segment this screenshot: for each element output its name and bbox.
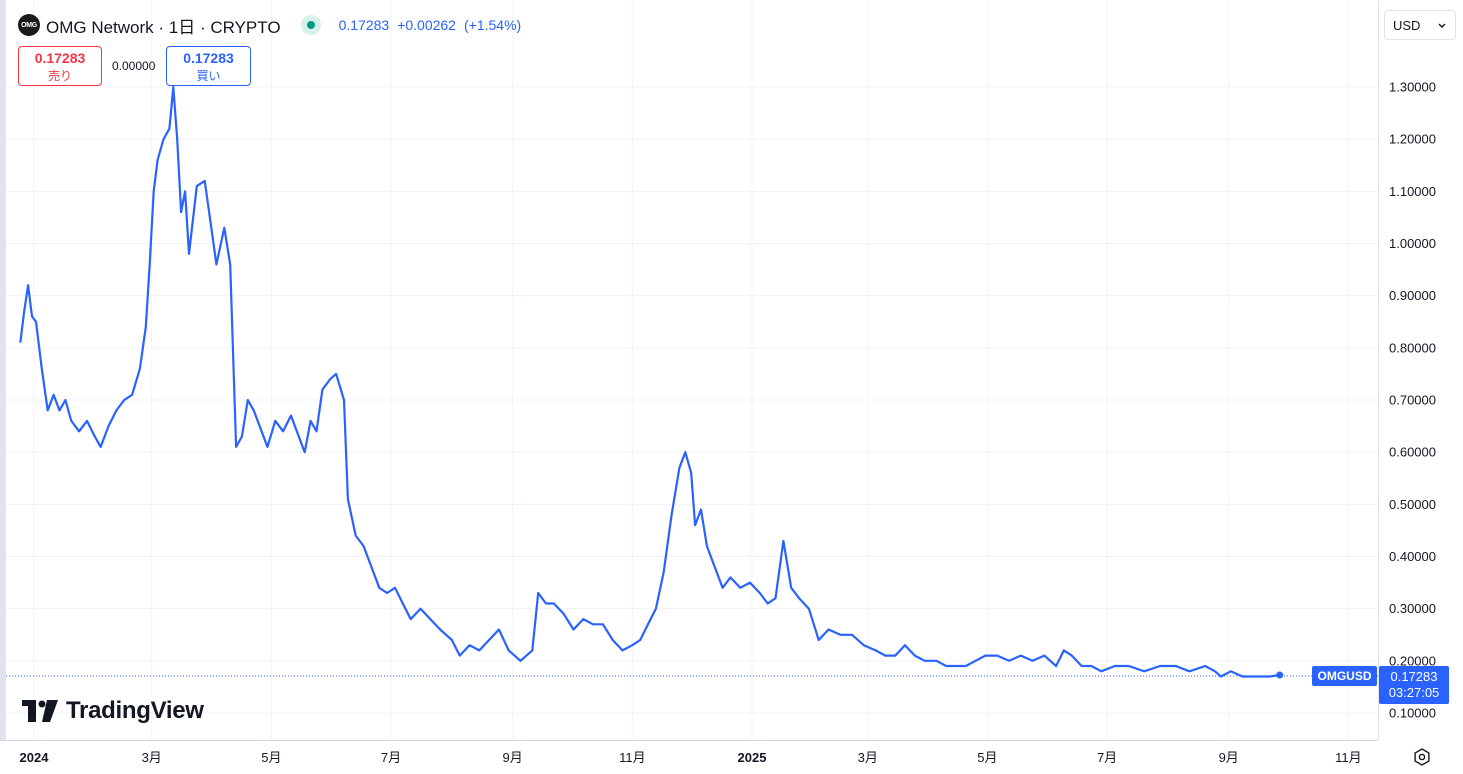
y-tick-label: 0.90000	[1389, 288, 1436, 303]
symbol-price-tag: OMGUSD	[1312, 666, 1377, 686]
price-axis[interactable]: 0.10000 0.20000 0.30000 0.40000 0.50000 0.600…	[1378, 0, 1463, 740]
omg-logo-icon: OMG	[18, 14, 40, 36]
buy-price: 0.17283	[183, 50, 234, 66]
y-tick-label: 0.20000	[1389, 653, 1436, 668]
sell-price: 0.17283	[34, 50, 86, 66]
x-tick-label: 9月	[503, 750, 523, 765]
y-tick-label: 1.00000	[1389, 236, 1436, 251]
settings-icon	[1414, 748, 1430, 766]
currency-value: USD	[1393, 17, 1421, 33]
price-change-percent: (+1.54%)	[463, 17, 522, 33]
bar-countdown: 03:27:05	[1388, 685, 1440, 700]
currency-select[interactable]: USD	[1384, 10, 1456, 40]
x-tick-label: 9月	[1219, 750, 1239, 765]
symbol-header: OMG OMG Network · 1日 · CRYPTO 0.17283 +0…	[18, 12, 529, 38]
x-tick-label: 5月	[977, 750, 997, 765]
y-tick-label: 0.30000	[1389, 601, 1436, 616]
tradingview-wordmark: TradingView	[66, 697, 204, 724]
y-tick-label: 1.30000	[1389, 80, 1436, 95]
sell-label: 売り	[47, 69, 72, 83]
y-tick-label: 1.10000	[1389, 184, 1436, 199]
spread-value: 0.00000	[112, 59, 156, 73]
x-tick-label: 7月	[381, 750, 401, 765]
x-tick-label: 5月	[261, 750, 281, 765]
x-tick-label: 2024	[20, 750, 50, 765]
market-status-icon	[300, 15, 321, 35]
x-tick-label: 2025	[738, 750, 767, 765]
y-tick-label: 0.60000	[1389, 445, 1436, 460]
x-tick-label: 11月	[619, 750, 646, 765]
buy-label: 買い	[196, 69, 221, 83]
left-border	[0, 0, 6, 740]
sell-button[interactable]: 0.17283 売り	[18, 46, 102, 86]
y-tick-label: 1.20000	[1389, 132, 1436, 147]
symbol-title[interactable]: OMG Network · 1日 · CRYPTO	[46, 17, 281, 37]
y-tick-label: 0.70000	[1389, 393, 1436, 408]
last-price: 0.17283	[338, 17, 390, 33]
y-tick-label: 0.80000	[1389, 340, 1436, 355]
y-tick-label: 0.10000	[1389, 706, 1436, 721]
plot-area[interactable]	[6, 0, 1378, 740]
x-tick-label: 7月	[1097, 750, 1117, 765]
last-price-point	[1276, 671, 1284, 679]
last-price-tag: 0.17283 03:27:05	[1379, 666, 1449, 704]
price-series-line	[19, 85, 1280, 678]
tradingview-logo[interactable]: TradingView	[22, 697, 204, 725]
y-tick-label: 0.50000	[1389, 497, 1436, 512]
buy-button[interactable]: 0.17283 買い	[166, 46, 251, 86]
price-change: +0.00262	[397, 17, 456, 33]
tradingview-logo-icon	[22, 700, 58, 722]
y-tick-label: 0.40000	[1389, 549, 1436, 564]
axis-settings-button[interactable]	[1408, 744, 1436, 770]
chevron-down-icon	[1438, 23, 1446, 28]
x-tick-label: 3月	[142, 750, 162, 765]
x-tick-label: 3月	[858, 750, 878, 765]
grid	[6, 0, 1378, 740]
last-price-tag-value: 0.17283	[1390, 669, 1438, 684]
x-tick-label: 11月	[1335, 750, 1362, 765]
time-axis[interactable]: 2024 3月 5月 7月 9月 11月 2025 3月 5月 7月 9月 11月	[0, 740, 1378, 774]
